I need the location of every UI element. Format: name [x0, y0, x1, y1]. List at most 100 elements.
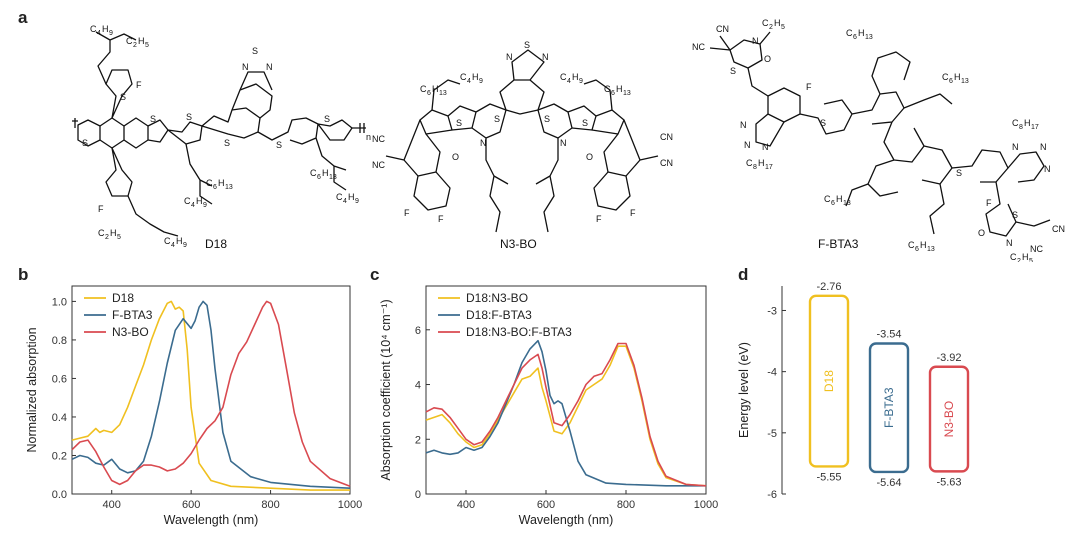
svg-text:S: S	[1012, 210, 1018, 220]
svg-text:N: N	[266, 62, 273, 72]
svg-text:4: 4	[343, 198, 347, 205]
svg-text:C: C	[98, 228, 105, 238]
svg-text:4: 4	[191, 202, 195, 209]
svg-text:H: H	[348, 192, 355, 202]
svg-text:O: O	[452, 152, 459, 162]
energy-axis-label: Energy level (eV)	[737, 342, 751, 438]
svg-text:5: 5	[145, 42, 149, 49]
svg-text:S: S	[494, 114, 500, 124]
x-tick-label-b-1: 600	[182, 499, 200, 511]
svg-text:C: C	[420, 84, 427, 94]
y-tick-label-b-5: 1.0	[52, 296, 67, 308]
lumo-label-2: -3.92	[936, 352, 961, 364]
svg-text:2: 2	[1017, 258, 1021, 262]
svg-text:C: C	[1010, 252, 1017, 262]
x-axis-label-b: Wavelength (nm)	[164, 513, 259, 527]
svg-text:S: S	[456, 118, 462, 128]
svg-text:13: 13	[843, 200, 851, 207]
x-tick-label-b-2: 800	[261, 499, 279, 511]
svg-text:H: H	[218, 178, 225, 188]
plots-area: 400 600 800 1000 0.0 0.2 0.4 0.6 0.8 1.0 Wavelengt…	[25, 281, 970, 527]
svg-text:H: H	[110, 228, 117, 238]
svg-text:H: H	[616, 84, 623, 94]
svg-text:H: H	[196, 196, 203, 206]
svg-text:NC: NC	[372, 160, 385, 170]
svg-text:6: 6	[317, 174, 321, 181]
svg-text:S: S	[324, 114, 330, 124]
svg-text:H: H	[138, 36, 145, 46]
fbta3-name: F-BTA3	[818, 237, 859, 251]
y-tick-label-b-4: 0.8	[52, 335, 67, 347]
svg-text:C: C	[942, 72, 949, 82]
svg-text:F: F	[136, 80, 142, 90]
svg-text:4: 4	[467, 78, 471, 85]
lumo-label-1: -3.54	[876, 329, 901, 341]
svg-text:17: 17	[765, 164, 773, 171]
y-tick-label-c-3: 6	[415, 325, 421, 337]
svg-text:N: N	[560, 138, 567, 148]
svg-text:2: 2	[105, 234, 109, 241]
svg-text:S: S	[524, 40, 530, 50]
svg-text:4: 4	[567, 78, 571, 85]
svg-text:C: C	[184, 196, 191, 206]
svg-text:N: N	[480, 138, 487, 148]
homo-label-2: -5.63	[936, 476, 961, 488]
svg-text:NC: NC	[372, 134, 385, 144]
plot-frame-b	[71, 285, 351, 495]
svg-text:6: 6	[853, 34, 857, 41]
svg-text:6: 6	[213, 184, 217, 191]
svg-text:H: H	[432, 84, 439, 94]
svg-text:13: 13	[225, 184, 233, 191]
x-tick-label-c-1: 600	[537, 499, 555, 511]
svg-text:5: 5	[781, 24, 785, 31]
svg-text:8: 8	[753, 164, 757, 171]
svg-text:17: 17	[1031, 124, 1039, 131]
energy-bar-2	[928, 365, 970, 473]
svg-text:13: 13	[865, 34, 873, 41]
svg-text:F: F	[986, 198, 992, 208]
chart-d: -6 -5 -4 -3 Energy level (eV) D18 -2.76 -5.55 F-…	[737, 281, 970, 501]
svg-text:F: F	[806, 82, 812, 92]
svg-text:F: F	[404, 208, 410, 218]
svg-text:13: 13	[961, 78, 969, 85]
svg-text:H: H	[1022, 252, 1029, 262]
energy-tick-label-3: -3	[767, 305, 777, 317]
energy-tick-label-1: -5	[767, 428, 777, 440]
svg-text:CN: CN	[660, 132, 673, 142]
svg-text:C: C	[746, 158, 753, 168]
x-tick-label-b-3: 1000	[338, 499, 362, 511]
svg-text:4: 4	[171, 242, 175, 249]
panel-letter-c: c	[370, 265, 380, 284]
svg-text:S: S	[150, 114, 156, 124]
legend-label-c-0: D18:N3-BO	[466, 291, 528, 305]
svg-text:H: H	[858, 28, 865, 38]
svg-text:O: O	[978, 228, 985, 238]
svg-text:N: N	[744, 140, 751, 150]
legend-label-b-2: N3-BO	[112, 325, 149, 339]
svg-text:F: F	[596, 214, 602, 224]
y-tick-label-c-2: 4	[415, 380, 421, 392]
y-tick-label-c-1: 2	[415, 434, 421, 446]
svg-text:8: 8	[1019, 124, 1023, 131]
svg-text:6: 6	[831, 200, 835, 207]
svg-text:CN: CN	[716, 24, 729, 34]
svg-text:C: C	[126, 36, 133, 46]
svg-text:9: 9	[203, 202, 207, 209]
svg-text:N: N	[542, 52, 549, 62]
svg-text:H: H	[472, 72, 479, 82]
svg-text:N: N	[242, 62, 249, 72]
svg-text:5: 5	[1029, 258, 1033, 262]
svg-text:N: N	[506, 52, 513, 62]
svg-text:13: 13	[329, 174, 337, 181]
x-tick-label-c-0: 400	[457, 499, 475, 511]
svg-text:9: 9	[355, 198, 359, 205]
svg-text:N: N	[740, 120, 747, 130]
svg-text:S: S	[224, 138, 230, 148]
svg-text:NC: NC	[692, 42, 705, 52]
svg-text:H: H	[954, 72, 961, 82]
lumo-label-0: -2.76	[816, 281, 841, 293]
energy-tick-label-0: -6	[767, 489, 777, 501]
svg-text:H: H	[176, 236, 183, 246]
energy-bar-name-0: D18	[822, 370, 836, 392]
